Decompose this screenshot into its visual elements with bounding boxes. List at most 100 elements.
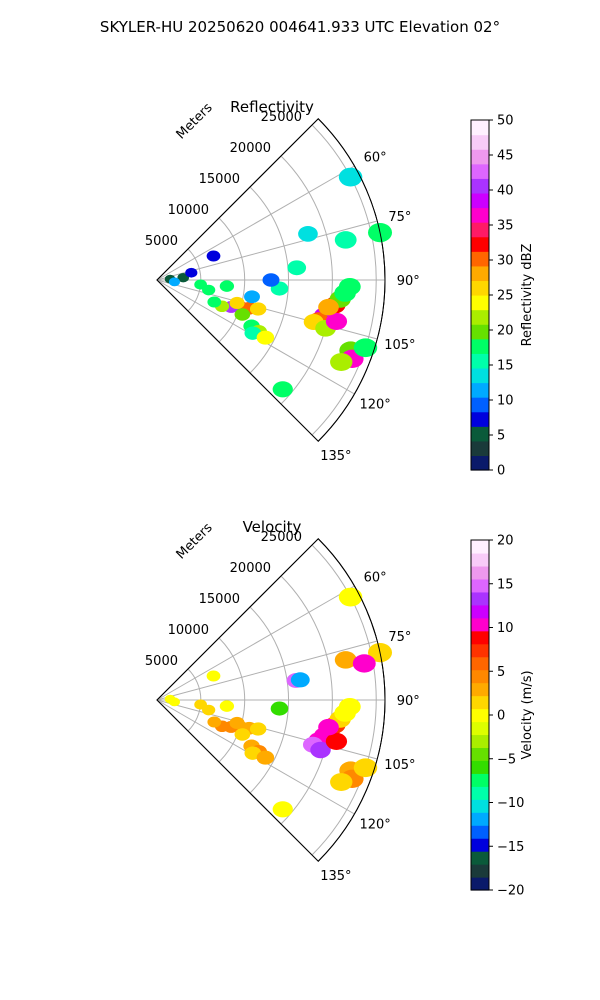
echo-cell [298, 225, 318, 242]
colorbar-segment [471, 367, 489, 384]
colorbar-segment [471, 149, 489, 165]
polar-frame [156, 538, 386, 862]
echo-cell [164, 694, 176, 704]
r-tick-label: 10000 [168, 623, 209, 638]
colorbar-tick-label: 0 [497, 709, 505, 724]
colorbar-segment [471, 324, 489, 340]
theta-tick-label: 90° [397, 274, 420, 289]
colorbar-segment [471, 178, 489, 194]
r-tick-label: 5000 [145, 654, 178, 669]
echo-cell [244, 290, 260, 304]
colorbar-segment [471, 643, 489, 658]
echo-cell [338, 167, 363, 187]
radial-axis-label: Meters [174, 520, 216, 562]
echo-cell [270, 701, 289, 716]
colorbar-segment [471, 877, 489, 891]
polar-frame [156, 118, 386, 442]
theta-tick-label: 90° [397, 694, 420, 709]
colorbar-tick-label: 25 [497, 289, 514, 304]
colorbar-segment [471, 236, 489, 252]
echo-cell [234, 728, 251, 741]
azimuth-spoke [156, 165, 355, 281]
colorbar-segment [471, 540, 489, 554]
colorbar-segment [471, 721, 489, 736]
echo-cell [219, 280, 235, 292]
colorbar-tick-label: 5 [497, 429, 505, 444]
colorbar-segment [471, 440, 489, 457]
colorbar-tick-label: 30 [497, 254, 514, 269]
colorbar-segment [471, 222, 489, 238]
theta-tick-label: 120° [359, 398, 390, 413]
colorbar-segment [471, 825, 489, 839]
azimuth-spoke [156, 585, 355, 701]
colorbar-segment [471, 192, 489, 209]
colorbar-segment [471, 734, 489, 749]
colorbar-tick-label: 5 [497, 665, 505, 680]
echo-cell [234, 308, 251, 321]
colorbar-segment [471, 604, 489, 619]
colorbar-tick-label: 40 [497, 184, 514, 199]
colorbar-segment [471, 120, 489, 136]
echo-cell [272, 801, 293, 818]
echo-cell [202, 284, 216, 296]
echo-cell [168, 277, 180, 287]
colorbar-segment [471, 682, 489, 697]
colorbar-tick-label: −15 [497, 840, 524, 855]
panel-title: Velocity [243, 518, 302, 536]
r-tick-label: 20000 [230, 141, 271, 156]
r-tick-label: 25000 [261, 530, 302, 545]
theta-tick-label: 60° [364, 570, 387, 585]
colorbar-segment [471, 552, 489, 567]
r-tick-label: 15000 [199, 592, 240, 607]
colorbar-segment [471, 656, 489, 671]
panel-title: Reflectivity [230, 98, 314, 116]
colorbar-segment [471, 397, 489, 413]
theta-tick-label: 120° [359, 818, 390, 833]
colorbar-tick-label: 50 [497, 114, 514, 129]
colorbar-segment [471, 295, 489, 311]
colorbar-segment [471, 851, 489, 865]
r-tick-label: 25000 [261, 110, 302, 125]
colorbar-segment [471, 708, 489, 723]
colorbar-segment [471, 617, 489, 632]
colorbar-segment [471, 455, 489, 471]
colorbar-tick-label: 15 [497, 577, 514, 592]
colorbar-segment [471, 265, 489, 282]
echo-cell [325, 732, 348, 750]
theta-tick-label: 60° [364, 150, 387, 165]
echo-cell [229, 296, 245, 310]
colorbar-segment [471, 812, 489, 826]
colorbar-segment [471, 134, 489, 150]
radial-axis-label: Meters [174, 100, 216, 142]
echo-cell [207, 296, 222, 308]
echo-cell [352, 654, 376, 673]
theta-tick-label: 105° [384, 338, 415, 353]
colorbar-segment [471, 382, 489, 398]
colorbar-segment [471, 353, 489, 369]
colorbar-tick-label: 0 [497, 464, 505, 479]
echo-cell [318, 298, 339, 316]
azimuth-spoke [156, 640, 378, 701]
reflectivity-panel: Reflectivity 5000 10000 15000 20000 25000 Mete… [145, 98, 535, 479]
echo-cell [219, 700, 235, 712]
colorbar-tick-label: 20 [497, 324, 514, 339]
colorbar-segment [471, 426, 489, 442]
colorbar-segment [471, 695, 489, 710]
colorbar-segment [471, 411, 489, 427]
colorbar-segment [471, 565, 489, 580]
colorbar-segment [471, 163, 489, 179]
r-tick-label: 5000 [145, 234, 178, 249]
colorbar-segment [471, 864, 489, 878]
echo-cell [318, 718, 339, 736]
colorbar-segment [471, 338, 489, 354]
echo-cell [206, 670, 221, 682]
colorbar-tick-label: 35 [497, 219, 514, 234]
echo-cell [202, 704, 216, 716]
colorbar-segment [471, 207, 489, 223]
colorbar-segment [471, 280, 489, 296]
colorbar-segment [471, 747, 489, 761]
figure-suptitle: SKYLER-HU 20250620 004641.933 UTC Elevat… [100, 18, 500, 36]
colorbar-segment [471, 838, 489, 852]
r-tick-label: 20000 [230, 561, 271, 576]
